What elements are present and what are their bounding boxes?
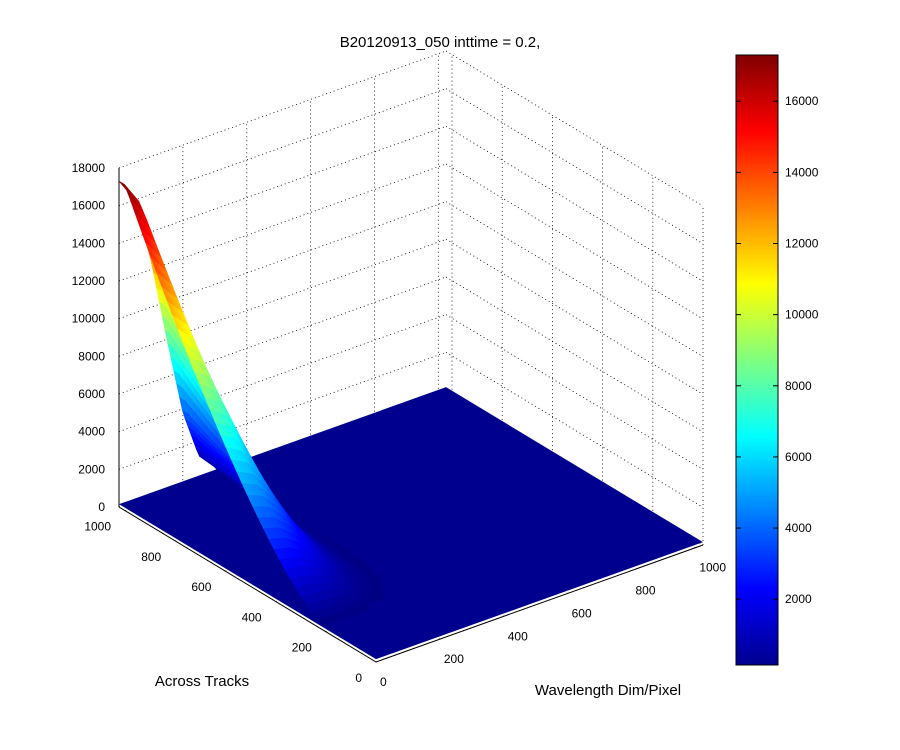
colorbar-ticks: 2000 4000 6000 8000 10000 12000 14000 16000 [736,94,819,606]
y-axis-line [118,506,377,663]
z-tick-label: 10000 [72,312,106,326]
surface-patch [316,618,326,627]
surface-floor [119,387,703,660]
x-tick-label: 400 [508,629,528,643]
x-axis-label: Wavelength Dim/Pixel [535,682,681,699]
colorbar-tick-label: 14000 [785,165,819,179]
axis-tick-labels: 0200040006000800010000120001400016000180… [72,161,727,689]
x-tick-label: 800 [635,584,655,598]
y-tick-label: 800 [141,550,161,564]
colorbar-tick-label: 8000 [785,379,812,393]
grid-line [118,88,447,207]
x-tick-label: 0 [380,675,387,689]
x-tick-label: 200 [444,652,464,666]
x-tick-label: 1000 [699,561,726,575]
grid-line [118,163,447,282]
surface-plot [118,180,703,660]
colorbar-tick-label: 12000 [785,237,819,251]
grid-line [445,238,704,395]
x-axis-line [375,544,704,663]
axis-grid [118,50,704,663]
colorbar-tick-label: 6000 [785,450,812,464]
grid-line [445,201,704,358]
z-tick-label: 14000 [72,236,106,250]
y-tick-label: 600 [191,580,211,594]
colorbar [735,54,779,666]
z-tick-label: 0 [98,500,105,514]
colorbar-tick-label: 2000 [785,592,812,606]
grid-line [445,163,704,320]
z-tick-label: 8000 [78,349,105,363]
y-tick-label: 200 [292,641,312,655]
grid-line [445,125,704,282]
grid-line [118,125,447,244]
grid-line [445,88,704,245]
chart-title: B20120913_050 inttime = 0.2, [340,34,541,51]
z-tick-label: 2000 [78,462,105,476]
grid-line [445,50,704,207]
y-tick-label: 1000 [84,520,111,534]
colorbar-tick-label: 10000 [785,308,819,322]
z-tick-label: 6000 [78,387,105,401]
y-tick-label: 0 [355,671,362,685]
z-tick-label: 16000 [72,199,106,213]
y-tick-label: 400 [242,610,262,624]
grid-line [445,276,704,433]
colorbar-tick-label: 16000 [785,94,819,108]
z-tick-label: 18000 [72,161,106,175]
grid-line [118,50,447,169]
x-tick-label: 600 [572,606,592,620]
y-axis-label: Across Tracks [155,673,249,690]
z-tick-label: 12000 [72,274,106,288]
colorbar-tick-label: 4000 [785,521,812,535]
z-tick-label: 4000 [78,425,105,439]
